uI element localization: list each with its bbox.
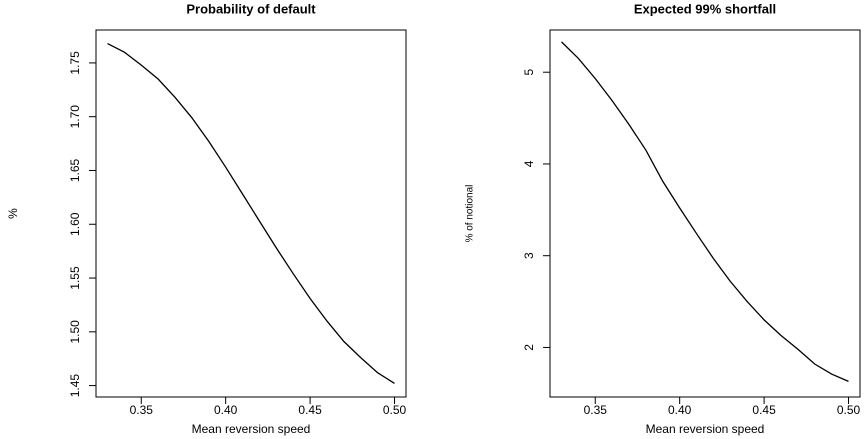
x-axis-label: Mean reversion speed	[192, 422, 311, 436]
y-tick-label: 2	[522, 344, 536, 351]
x-tick-label: 0.50	[837, 403, 861, 417]
y-tick-label: 1.55	[68, 266, 82, 290]
x-tick-label: 0.45	[298, 403, 322, 417]
plot-frame	[549, 29, 861, 398]
y-axis-label: %	[6, 208, 20, 219]
y-tick-label: 3	[522, 252, 536, 259]
x-tick-label: 0.40	[668, 403, 692, 417]
y-tick-label: 5	[522, 69, 536, 76]
chart-title: Expected 99% shortfall	[634, 1, 776, 16]
x-tick-label: 0.35	[584, 403, 608, 417]
x-tick-label: 0.35	[130, 403, 154, 417]
chart-title: Probability of default	[186, 1, 316, 16]
x-tick-label: 0.45	[752, 403, 776, 417]
y-tick-label: 1.50	[68, 320, 82, 344]
data-line	[561, 41, 849, 382]
y-tick-label: 1.75	[68, 51, 82, 75]
x-tick-label: 0.40	[214, 403, 238, 417]
y-axis-label: % of notional	[465, 185, 476, 243]
x-axis-label: Mean reversion speed	[646, 422, 765, 436]
data-line	[107, 43, 395, 384]
x-tick-label: 0.50	[383, 403, 407, 417]
plot-frame	[95, 29, 407, 398]
y-tick-label: 1.60	[68, 212, 82, 236]
y-tick-label: 4	[522, 160, 536, 167]
y-tick-label: 1.45	[68, 374, 82, 398]
y-tick-label: 1.70	[68, 105, 82, 129]
y-tick-label: 1.65	[68, 158, 82, 182]
